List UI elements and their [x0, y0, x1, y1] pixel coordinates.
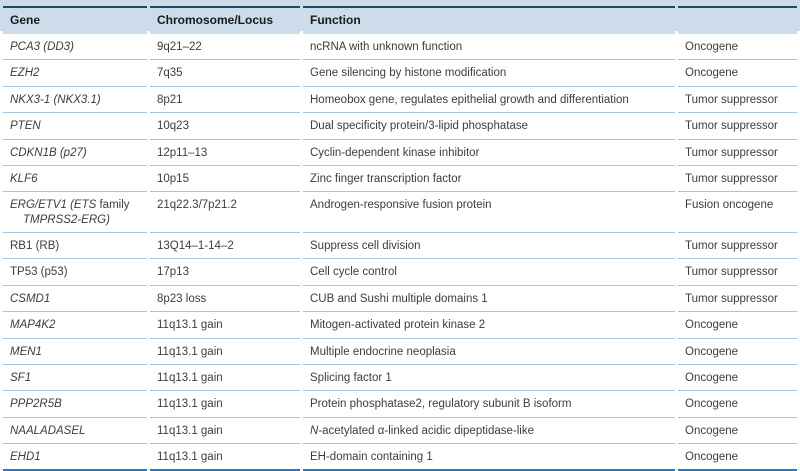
classification-cell: Oncogene	[678, 34, 797, 61]
column-header-function: Function	[303, 6, 675, 34]
function-cell: CUB and Sushi multiple domains 1	[303, 286, 675, 313]
table-row: CSMD1 8p23 loss CUB and Sushi multiple d…	[3, 286, 797, 313]
locus-cell: 11q13.1 gain	[150, 339, 300, 365]
locus-cell: 12p11–13	[150, 140, 300, 166]
table-row: PPP2R5B 11q13.1 gain Protein phosphatase…	[3, 391, 797, 418]
function-cell: Multiple endocrine neoplasia	[303, 339, 675, 365]
classification-cell: Fusion oncogene	[678, 192, 797, 233]
classification-cell: Oncogene	[678, 391, 797, 418]
locus-cell: 8p23 loss	[150, 286, 300, 313]
table-row: NAALADASEL 11q13.1 gain N-acetylated α-l…	[3, 418, 797, 444]
function-cell: Suppress cell division	[303, 233, 675, 260]
locus-cell: 11q13.1 gain	[150, 312, 300, 339]
function-cell: Dual specificity protein/3-lipid phospha…	[303, 113, 675, 140]
table-row: EHD1 11q13.1 gain EH-domain containing 1…	[3, 444, 797, 471]
table-row: PCA3 (DD3) 9q21–22 ncRNA with unknown fu…	[3, 34, 797, 61]
table-body: PCA3 (DD3) 9q21–22 ncRNA with unknown fu…	[3, 34, 797, 471]
gene-cell: PPP2R5B	[3, 391, 147, 418]
function-cell: N-acetylated α-linked acidic dipeptidase…	[303, 418, 675, 444]
table-row: MAP4K2 11q13.1 gain Mitogen-activated pr…	[3, 312, 797, 339]
classification-cell: Oncogene	[678, 312, 797, 339]
function-cell: ncRNA with unknown function	[303, 34, 675, 61]
classification-cell: Tumor suppressor	[678, 140, 797, 166]
function-cell: Zinc finger transcription factor	[303, 166, 675, 193]
column-header-gene: Gene	[3, 6, 147, 34]
classification-cell: Tumor suppressor	[678, 87, 797, 114]
table-row: PTEN 10q23 Dual specificity protein/3-li…	[3, 113, 797, 140]
gene-cell: NKX3-1 (NKX3.1)	[3, 87, 147, 114]
locus-cell: 21q22.3/7p21.2	[150, 192, 300, 233]
locus-cell: 8p21	[150, 87, 300, 114]
gene-cell: TP53 (p53)	[3, 259, 147, 286]
function-cell: Homeobox gene, regulates epithelial grow…	[303, 87, 675, 114]
locus-cell: 11q13.1 gain	[150, 418, 300, 444]
classification-cell: Tumor suppressor	[678, 233, 797, 260]
classification-cell: Oncogene	[678, 339, 797, 365]
locus-cell: 17p13	[150, 259, 300, 286]
table-row: MEN1 11q13.1 gain Multiple endocrine neo…	[3, 339, 797, 365]
table-row: ERG/ETV1 (ETS family TMPRSS2-ERG) 21q22.…	[3, 192, 797, 233]
function-cell: EH-domain containing 1	[303, 444, 675, 471]
function-cell: Cell cycle control	[303, 259, 675, 286]
classification-cell: Tumor suppressor	[678, 286, 797, 313]
function-cell: Mitogen-activated protein kinase 2	[303, 312, 675, 339]
table-row: RB1 (RB) 13Q14–1-14–2 Suppress cell divi…	[3, 233, 797, 260]
classification-cell: Oncogene	[678, 365, 797, 392]
gene-table: Gene Chromosome/Locus Function PCA3 (DD3…	[0, 6, 800, 471]
locus-cell: 10p15	[150, 166, 300, 193]
gene-cell: ERG/ETV1 (ETS family TMPRSS2-ERG)	[3, 192, 147, 233]
function-cell: Cyclin-dependent kinase inhibitor	[303, 140, 675, 166]
gene-cell: RB1 (RB)	[3, 233, 147, 260]
classification-cell: Oncogene	[678, 444, 797, 471]
gene-cell: EHD1	[3, 444, 147, 471]
gene-cell: NAALADASEL	[3, 418, 147, 444]
gene-cell: MAP4K2	[3, 312, 147, 339]
locus-cell: 13Q14–1-14–2	[150, 233, 300, 260]
gene-cell: PTEN	[3, 113, 147, 140]
locus-cell: 11q13.1 gain	[150, 391, 300, 418]
function-cell: Androgen-responsive fusion protein	[303, 192, 675, 233]
table-row: SF1 11q13.1 gain Splicing factor 1 Oncog…	[3, 365, 797, 392]
gene-cell: KLF6	[3, 166, 147, 193]
header-row: Gene Chromosome/Locus Function	[3, 6, 797, 34]
classification-cell: Tumor suppressor	[678, 113, 797, 140]
table-row: KLF6 10p15 Zinc finger transcription fac…	[3, 166, 797, 193]
column-header-chromosome-locus: Chromosome/Locus	[150, 6, 300, 34]
column-header-classification	[678, 6, 797, 34]
table-row: EZH2 7q35 Gene silencing by histone modi…	[3, 60, 797, 87]
function-cell: Splicing factor 1	[303, 365, 675, 392]
locus-cell: 11q13.1 gain	[150, 365, 300, 392]
gene-cell: SF1	[3, 365, 147, 392]
locus-cell: 11q13.1 gain	[150, 444, 300, 471]
locus-cell: 9q21–22	[150, 34, 300, 61]
locus-cell: 7q35	[150, 60, 300, 87]
gene-cell: CDKN1B (p27)	[3, 140, 147, 166]
gene-cell: MEN1	[3, 339, 147, 365]
classification-cell: Tumor suppressor	[678, 166, 797, 193]
classification-cell: Tumor suppressor	[678, 259, 797, 286]
gene-cell: CSMD1	[3, 286, 147, 313]
locus-cell: 10q23	[150, 113, 300, 140]
function-cell: Protein phosphatase2, regulatory subunit…	[303, 391, 675, 418]
gene-cell: EZH2	[3, 60, 147, 87]
table-row: NKX3-1 (NKX3.1) 8p21 Homeobox gene, regu…	[3, 87, 797, 114]
table-row: TP53 (p53) 17p13 Cell cycle control Tumo…	[3, 259, 797, 286]
table-row: CDKN1B (p27) 12p11–13 Cyclin-dependent k…	[3, 140, 797, 166]
gene-cell: PCA3 (DD3)	[3, 34, 147, 61]
function-cell: Gene silencing by histone modification	[303, 60, 675, 87]
table-header: Gene Chromosome/Locus Function	[3, 6, 797, 34]
classification-cell: Oncogene	[678, 60, 797, 87]
classification-cell: Oncogene	[678, 418, 797, 444]
